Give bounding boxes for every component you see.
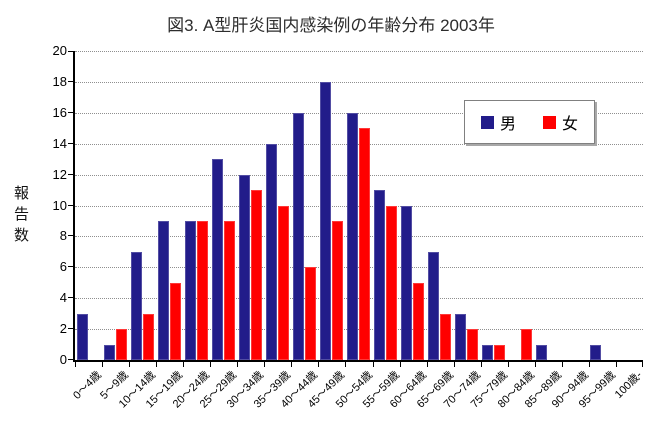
bar-male-13 [401,205,413,360]
x-tick-mark-6 [237,362,239,367]
x-tick-mark-7 [264,362,266,367]
x-tick-mark-0 [75,362,76,367]
x-tick-mark-5 [210,362,212,367]
y-tick-mark-14 [68,142,73,144]
x-tick-mark-11 [372,362,374,367]
bar-male-3 [130,251,142,360]
bar-male-1 [76,313,88,360]
y-tick-label-8: 8 [59,228,67,244]
y-tick-label-18: 18 [52,73,67,89]
x-tick-mark-14 [453,362,455,367]
y-tick-label-2: 2 [59,321,67,337]
bar-female-16 [494,344,506,360]
legend-label-female: 女 [562,116,579,133]
x-tick-mark-2 [129,362,131,367]
bar-male-5 [184,220,196,360]
y-tick-label-6: 6 [59,259,67,275]
y-tick-label-12: 12 [52,166,67,182]
x-label-1: 0〜4歳 [71,369,105,402]
bar-male-10 [319,81,331,360]
bar-female-10 [331,220,343,360]
legend-label-male: 男 [500,116,517,133]
bar-female-6 [223,220,235,360]
legend-swatch-male-icon [481,115,494,129]
x-label-21: 100歳- [613,369,646,401]
y-tick-label-20: 20 [52,43,67,58]
y-tick-mark-18 [68,80,73,82]
bar-female-2 [115,329,127,360]
x-tick-mark-8 [291,362,293,367]
x-tick-mark-16 [507,362,509,367]
bar-female-15 [467,329,479,360]
bar-male-6 [211,159,223,360]
bar-male-15 [455,313,467,360]
bar-male-16 [482,344,494,360]
legend: 男 女 [464,100,596,144]
bar-female-4 [169,282,181,360]
bar-female-3 [142,313,154,360]
bar-male-9 [292,112,304,360]
y-tick-mark-2 [68,328,73,330]
bar-female-17 [521,329,533,360]
x-tick-mark-21 [642,362,643,367]
bar-male-20 [590,344,602,360]
bar-female-8 [277,205,289,360]
bar-female-5 [196,220,208,360]
chart-title: 図3. A型肝炎国内感染例の年齢分布 2003年 [167,16,495,35]
bar-male-8 [265,143,277,360]
y-tick-mark-12 [68,173,73,175]
bar-female-11 [358,128,370,360]
y-tick-mark-4 [68,297,73,299]
y-tick-label-10: 10 [52,197,67,213]
bar-female-7 [250,190,262,360]
plot-area: 0 2 4 6 8 10 12 14 16 18 20 0〜4歳 5〜9歳 10〜14歳 15〜19歳 20〜… [53,43,646,410]
legend-item-male: 男 [481,110,516,134]
y-tick-mark-10 [68,204,73,206]
y-tick-label-16: 16 [52,104,67,120]
y-tick-mark-16 [68,111,73,113]
x-tick-mark-1 [102,362,104,367]
x-tick-mark-3 [156,362,158,367]
y-tick-mark-20 [68,51,73,52]
y-axis-title: 報告数 [13,185,29,244]
bar-male-4 [157,220,169,360]
bar-male-14 [428,251,440,360]
x-tick-mark-18 [561,362,563,367]
y-tick-mark-0 [68,359,73,360]
bar-male-7 [238,174,250,360]
bar-female-12 [386,205,398,360]
x-tick-mark-12 [399,362,401,367]
x-tick-mark-15 [480,362,482,367]
x-tick-mark-10 [345,362,347,367]
bar-male-18 [536,344,548,360]
x-tick-mark-4 [183,362,185,367]
x-tick-mark-13 [426,362,428,367]
bar-male-2 [103,344,115,360]
bar-male-12 [374,190,386,360]
x-tick-mark-19 [588,362,590,367]
gridline-y18 [75,81,643,83]
bar-female-14 [440,313,452,360]
bar-male-11 [346,112,358,360]
x-tick-mark-9 [318,362,320,367]
y-tick-label-4: 4 [59,290,67,306]
bar-female-13 [413,282,425,360]
bar-female-9 [304,267,316,360]
x-tick-mark-20 [615,362,617,367]
x-tick-mark-17 [534,362,536,367]
legend-item-female: 女 [543,110,578,134]
gridline-y16 [75,112,643,114]
y-tick-mark-6 [68,266,73,268]
y-tick-mark-8 [68,235,73,237]
gridline-y20 [75,51,643,52]
legend-swatch-female-icon [543,115,557,129]
y-tick-label-0: 0 [59,352,67,367]
y-tick-label-14: 14 [52,135,67,151]
